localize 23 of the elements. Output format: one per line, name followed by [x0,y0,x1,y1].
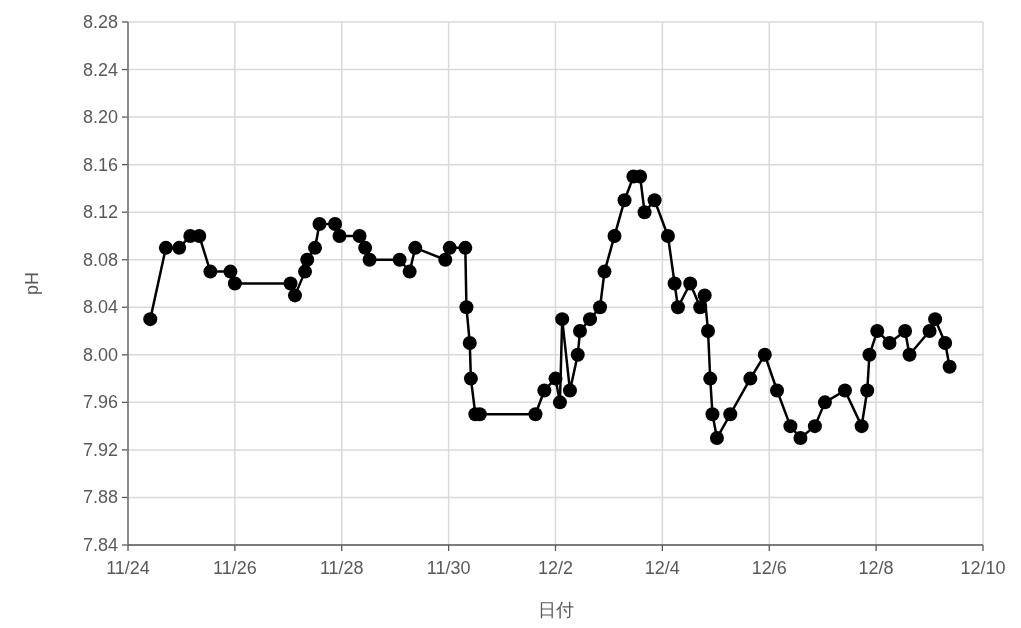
y-tick-label: 7.96 [82,392,118,413]
x-tick-label: 11/30 [426,558,471,578]
x-tick-label: 12/10 [960,558,1006,578]
y-tick-label: 8.04 [82,297,118,318]
y-tick-label: 8.00 [82,344,118,365]
y-tick-label: 8.16 [82,154,118,175]
x-tick-label: 12/6 [751,558,787,578]
y-tick-label: 8.28 [82,12,118,32]
y-tick-label: 7.92 [82,439,118,460]
x-tick-label: 12/8 [858,558,894,578]
x-tick-label: 12/2 [537,558,574,578]
x-axis-title: 日付 [537,600,574,620]
x-tick-label: 11/24 [106,558,150,578]
y-tick-label: 8.12 [82,202,118,223]
y-tick-label: 8.20 [82,107,118,128]
y-tick-label: 8.08 [82,249,118,270]
y-axis-title: pH [22,271,42,296]
y-tick-label: 7.88 [82,487,118,508]
y-tick-label: 7.84 [82,535,118,555]
x-tick-label: 11/26 [213,558,257,578]
y-tick-label: 8.24 [82,59,118,80]
x-tick-label: 11/28 [319,558,364,578]
x-tick-label: 12/4 [644,558,680,578]
